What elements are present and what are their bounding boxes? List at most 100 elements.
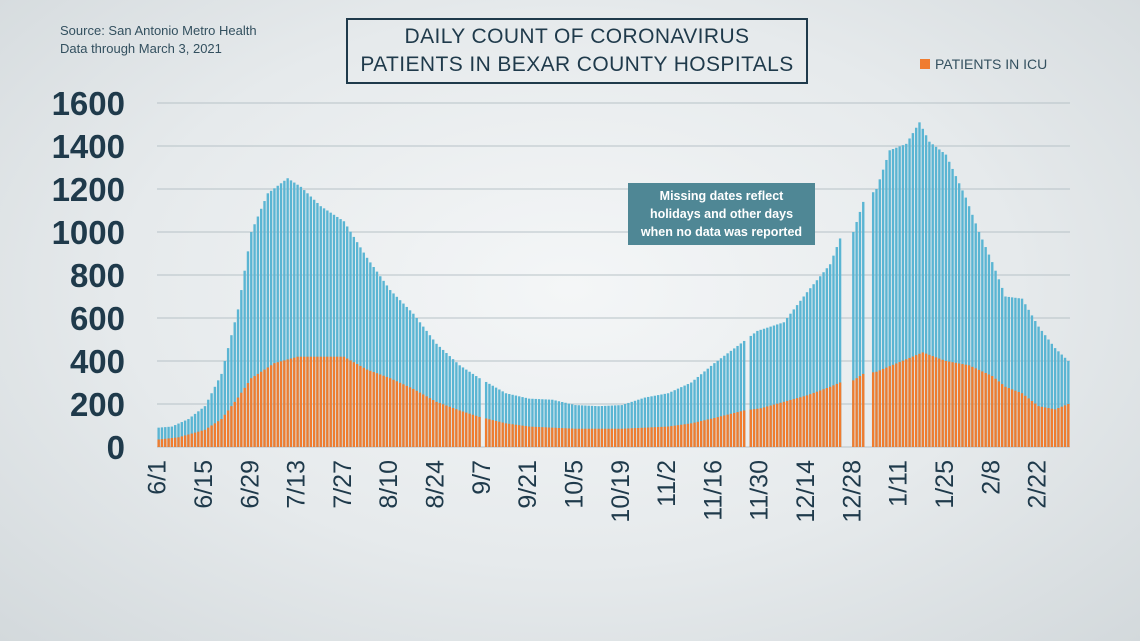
bar-icu: [475, 415, 478, 447]
bar-icu: [180, 436, 183, 447]
x-tick-label: 8/10: [375, 460, 403, 509]
bar-total: [739, 343, 743, 447]
bar-icu: [819, 390, 822, 447]
bar-total: [1020, 298, 1024, 447]
bar-icu: [1030, 400, 1034, 447]
source-line: Source: San Antonio Metro Health: [60, 23, 257, 38]
bar-total: [1001, 287, 1004, 447]
bar-icu: [881, 368, 885, 447]
bar-icu: [948, 361, 951, 447]
bar-total: [693, 379, 696, 447]
bar-total: [451, 359, 455, 447]
bar-icu: [306, 356, 309, 447]
bar-total: [233, 322, 236, 447]
bar-icu: [398, 382, 402, 447]
bar-icu: [666, 426, 670, 447]
bar-icu: [670, 426, 673, 447]
bar-icu: [723, 415, 726, 447]
bar-total: [984, 247, 987, 447]
bar-icu: [855, 378, 858, 447]
bar-total: [468, 371, 471, 447]
bar-icu: [762, 407, 766, 447]
bar-icu: [488, 419, 491, 447]
bar-total: [289, 180, 293, 447]
bar-total: [336, 216, 339, 447]
bar-total: [967, 206, 971, 447]
bar-total: [537, 399, 541, 447]
bar-total: [716, 360, 719, 447]
bar-total: [871, 192, 875, 447]
bar-total: [484, 381, 488, 447]
bar-total: [527, 398, 531, 448]
bar-icu: [776, 403, 779, 447]
bar-total: [792, 309, 795, 447]
bar-icu: [660, 426, 663, 447]
bar-total: [928, 141, 931, 447]
bar-total: [977, 232, 981, 447]
bar-total: [174, 425, 177, 447]
bar-total: [511, 394, 514, 447]
bar-icu: [269, 365, 273, 447]
bar-total: [160, 427, 164, 447]
bar-icu: [551, 427, 554, 447]
bar-total: [316, 202, 319, 447]
bar-icu: [673, 425, 676, 447]
bar-icu: [620, 428, 623, 447]
bar-icu: [607, 428, 610, 447]
bar-total: [276, 185, 279, 447]
bar-total: [703, 371, 706, 447]
bar-total: [574, 405, 577, 447]
bar-total: [756, 330, 759, 447]
bar-total: [789, 313, 792, 447]
bar-total: [349, 231, 352, 447]
bar-total: [852, 232, 855, 447]
bar-icu: [279, 361, 283, 447]
bar-icu: [293, 357, 296, 447]
x-tick-label: 8/24: [422, 460, 450, 509]
bar-icu: [299, 356, 303, 447]
bar-total: [858, 211, 862, 447]
bar-icu: [514, 424, 518, 447]
bar-total: [776, 324, 779, 447]
bar-icu: [656, 427, 660, 447]
bar-total: [769, 326, 772, 447]
bar-icu: [713, 417, 716, 447]
bar-total: [822, 272, 825, 447]
bar-icu: [911, 356, 915, 447]
bar-icu: [389, 378, 392, 447]
bar-icu: [1053, 409, 1057, 448]
bar-icu: [640, 427, 643, 447]
bar-total: [312, 199, 316, 447]
bar-total: [567, 403, 571, 447]
bar-total: [924, 135, 928, 447]
bar-total: [742, 340, 746, 447]
bar-total: [914, 127, 918, 447]
bar-total: [875, 189, 878, 447]
bar-total: [190, 416, 193, 447]
bar-icu: [385, 376, 389, 447]
bar-icu: [468, 413, 471, 447]
bar-icu: [898, 362, 901, 447]
bar-total: [819, 276, 822, 447]
bar-icu: [339, 356, 342, 447]
x-tick-label: 9/7: [468, 460, 496, 495]
bar-icu: [729, 413, 733, 447]
bar-total: [256, 216, 260, 447]
bar-icu: [329, 356, 332, 447]
bar-icu: [164, 438, 167, 447]
bar-icu: [604, 428, 607, 447]
bar-icu: [471, 414, 475, 447]
bar-icu: [967, 365, 971, 447]
bar-total: [590, 405, 594, 447]
bar-total: [273, 188, 276, 447]
bar-icu: [455, 409, 458, 447]
bar-icu: [564, 428, 567, 447]
bar-total: [246, 251, 250, 447]
bar-icu: [918, 353, 921, 447]
bar-icu: [944, 361, 948, 447]
bar-total: [534, 398, 537, 447]
bar-icu: [699, 421, 703, 447]
legend-swatch-icu: [920, 59, 930, 69]
bar-total: [508, 394, 511, 447]
